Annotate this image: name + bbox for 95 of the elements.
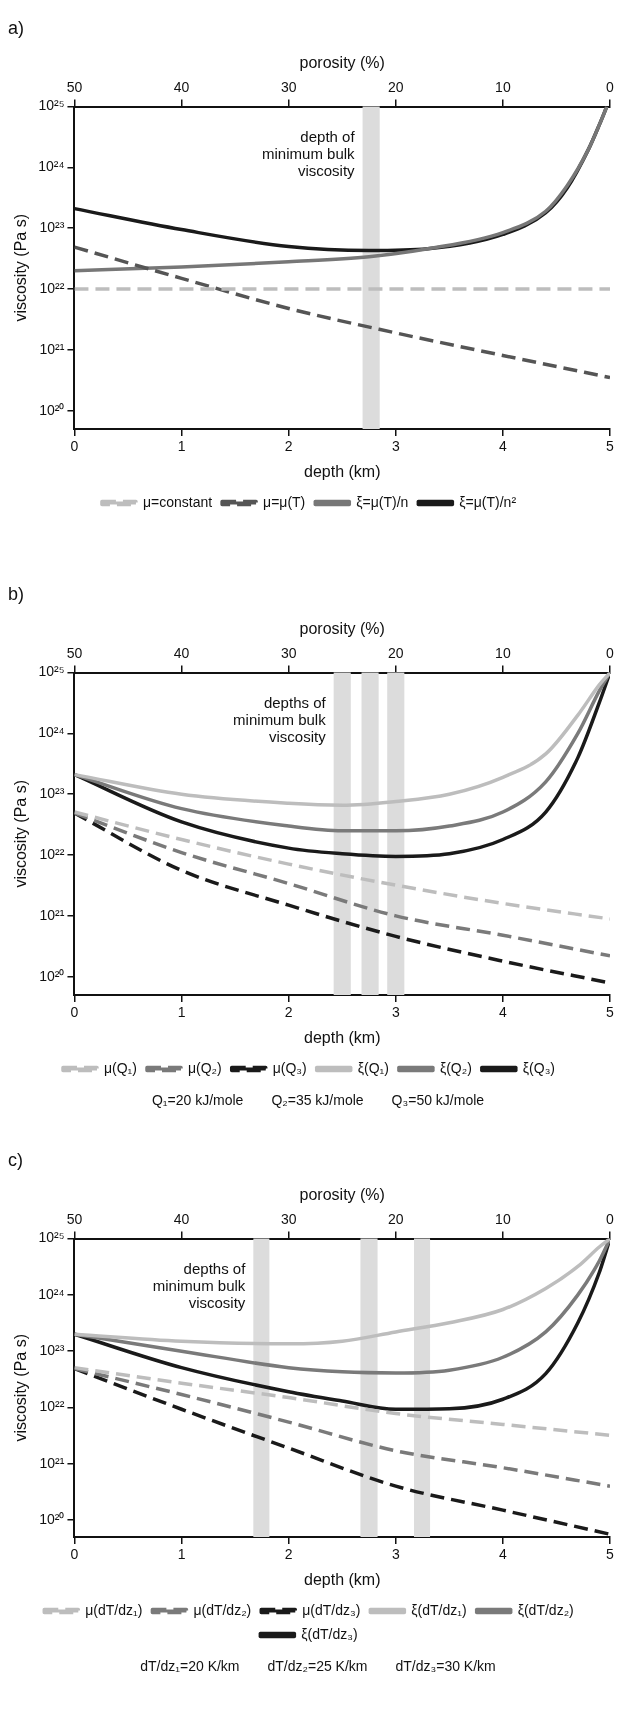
x2-tick-label: 10 — [495, 645, 511, 662]
x-tick-label: 0 — [70, 438, 79, 455]
legend-label: μ(Q₁) — [104, 1059, 138, 1076]
x-tick-label: 2 — [284, 1004, 293, 1021]
x2-tick-label: 50 — [66, 1211, 83, 1228]
y-tick-label: 10²⁴ — [38, 1285, 65, 1302]
x2-tick-label: 20 — [387, 645, 404, 662]
line-series — [74, 1365, 610, 1438]
x2-tick-label: 40 — [173, 645, 190, 662]
x-tick-label: 5 — [606, 1546, 615, 1563]
text: Q₂=35 kJ/mole — [271, 1092, 364, 1108]
y-tick-label: 10²⁰ — [39, 967, 65, 984]
y-tick-label: 10²⁰ — [39, 401, 65, 418]
x2-tick-label: 40 — [173, 79, 190, 96]
x2-tick-label: 10 — [495, 1211, 511, 1228]
x-tick-label: 3 — [391, 1004, 400, 1021]
x-tick-label: 0 — [70, 1546, 79, 1563]
legend-label: ξ=μ(T)/n — [356, 493, 409, 510]
x2-tick-label: 30 — [280, 645, 297, 662]
x2-axis-title: porosity (%) — [299, 619, 385, 637]
x2-tick-label: 50 — [66, 79, 83, 96]
legend-label: μ(dT/dz₃) — [302, 1601, 361, 1618]
x2-tick-label: 0 — [606, 645, 615, 662]
legend-label: ξ=μ(T)/n² — [459, 493, 517, 510]
x-tick-label: 4 — [498, 438, 507, 455]
y-tick-label: 10²³ — [39, 1342, 65, 1359]
chart-title: b) — [8, 583, 25, 604]
text: Q₁=20 kJ/mole — [151, 1092, 244, 1108]
legend-label: ξ(Q₁) — [357, 1059, 389, 1076]
legend-label: ξ(Q₃) — [522, 1059, 556, 1076]
x-axis-title: depth (km) — [303, 1028, 381, 1046]
y-tick-label: 10²¹ — [39, 906, 65, 923]
y-tick-label: 10²⁴ — [38, 158, 65, 175]
x-tick-label: 4 — [498, 1004, 507, 1021]
x2-tick-label: 20 — [387, 79, 404, 96]
legend-label: μ(dT/dz₁) — [85, 1601, 143, 1618]
line-series — [74, 245, 610, 380]
x-tick-label: 1 — [177, 438, 186, 455]
x-tick-label: 4 — [498, 1546, 507, 1563]
legend-label: μ(dT/dz₂) — [193, 1601, 252, 1618]
x2-axis-title: porosity (%) — [299, 1185, 385, 1203]
text: dT/dz₂=25 K/km — [267, 1658, 368, 1674]
y-axis-title: viscosity (Pa s) — [12, 214, 30, 322]
y-tick-label: 10²³ — [39, 219, 65, 236]
x-tick-label: 5 — [606, 1004, 615, 1021]
x2-tick-label: 40 — [173, 1211, 190, 1228]
x2-tick-label: 50 — [66, 645, 83, 662]
legend-label: ξ(dT/dz₁) — [411, 1601, 467, 1618]
x-tick-label: 0 — [70, 1004, 79, 1021]
x2-tick-label: 20 — [387, 1211, 404, 1228]
chart-title: a) — [8, 17, 25, 38]
band-label: depths of minimum bulk viscosity — [152, 1260, 247, 1312]
y-tick-label: 10²⁵ — [38, 97, 65, 114]
legend-label: μ(Q₂) — [188, 1059, 222, 1076]
x2-tick-label: 0 — [606, 1211, 615, 1228]
y-tick-label: 10²¹ — [39, 1454, 65, 1471]
legend-label: μ=constant — [142, 493, 213, 510]
text: dT/dz₁=20 K/km — [140, 1658, 240, 1674]
band-label: depth of minimum bulk viscosity — [262, 128, 356, 180]
y-tick-label: 10²³ — [39, 785, 65, 802]
legend-label: ξ(Q₂) — [439, 1059, 472, 1076]
x-axis-title: depth (km) — [303, 462, 381, 480]
x2-tick-label: 0 — [606, 79, 615, 96]
y-tick-label: 10²² — [39, 279, 65, 296]
y-axis-title: viscosity (Pa s) — [12, 780, 30, 888]
y-axis-title: viscosity (Pa s) — [12, 1334, 30, 1442]
legend-label: μ(Q₃) — [272, 1059, 307, 1076]
y-tick-label: 10²¹ — [39, 340, 65, 357]
chart-title: c) — [8, 1149, 23, 1170]
y-tick-label: 10²² — [39, 1398, 65, 1415]
x2-axis-title: porosity (%) — [299, 53, 385, 71]
x2-tick-label: 30 — [280, 1211, 297, 1228]
text: Q₃=50 kJ/mole — [391, 1092, 485, 1108]
line-series — [74, 811, 610, 958]
x-tick-label: 1 — [177, 1004, 186, 1021]
y-tick-label: 10²⁰ — [39, 1510, 65, 1527]
y-tick-label: 10²⁴ — [38, 724, 65, 741]
x-tick-label: 3 — [391, 438, 400, 455]
x2-tick-label: 10 — [495, 79, 511, 96]
x-axis-title: depth (km) — [303, 1570, 381, 1588]
band-label: depths of minimum bulk viscosity — [233, 694, 327, 746]
x-tick-label: 1 — [177, 1546, 186, 1563]
y-tick-label: 10²⁵ — [38, 1229, 65, 1246]
x2-tick-label: 30 — [280, 79, 297, 96]
y-tick-label: 10²² — [39, 845, 65, 862]
legend-label: ξ(dT/dz₃) — [301, 1625, 358, 1642]
legend-label: ξ(dT/dz₂) — [517, 1601, 574, 1618]
x-tick-label: 2 — [284, 1546, 293, 1563]
line-series — [74, 810, 610, 921]
x-tick-label: 2 — [284, 438, 293, 455]
x-tick-label: 5 — [606, 438, 615, 455]
y-tick-label: 10²⁵ — [38, 663, 65, 680]
x-tick-label: 3 — [391, 1546, 400, 1563]
text: dT/dz₃=30 K/km — [395, 1658, 496, 1674]
legend-label: μ=μ(T) — [263, 493, 306, 510]
